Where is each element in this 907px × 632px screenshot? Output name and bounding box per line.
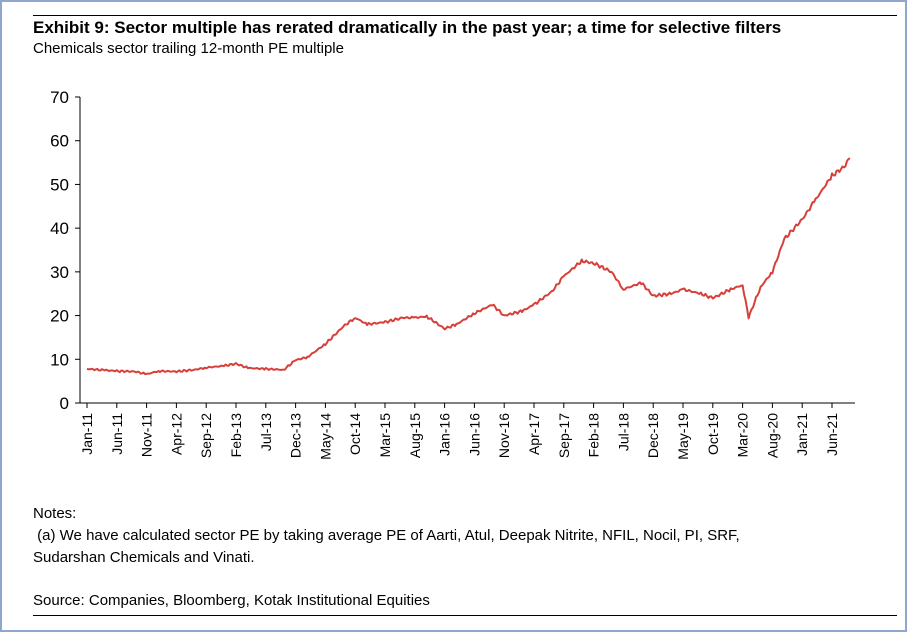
x-tick-label: May-14 xyxy=(317,413,333,460)
x-tick-label: Sep-17 xyxy=(556,413,572,458)
exhibit-subtitle: Chemicals sector trailing 12-month PE mu… xyxy=(33,40,344,57)
x-tick-label: Dec-13 xyxy=(288,413,304,458)
y-tick-label: 0 xyxy=(60,394,69,413)
pe-series-line xyxy=(86,157,851,376)
x-tick-label: Aug-20 xyxy=(764,413,780,458)
x-tick-label: Mar-15 xyxy=(377,413,393,458)
y-tick-label: 40 xyxy=(50,219,69,238)
x-tick-label: Oct-19 xyxy=(705,413,721,455)
x-tick-label: Feb-13 xyxy=(228,413,244,458)
x-tick-label: Sep-12 xyxy=(198,413,214,458)
notes-line-1: (a) We have calculated sector PE by taki… xyxy=(33,527,740,544)
source-note: Source: Companies, Bloomberg, Kotak Inst… xyxy=(33,592,430,609)
x-axis: Jan-11 Jun-11 Nov-11 Apr-12 Sep-12 Feb-13 Jul-… xyxy=(79,402,855,460)
y-tick-label: 70 xyxy=(50,88,69,107)
y-tick-label: 60 xyxy=(50,132,69,151)
bottom-rule xyxy=(33,615,897,616)
y-tick-label: 10 xyxy=(50,350,69,369)
x-tick-label: Jun-16 xyxy=(466,413,482,456)
y-tick-label: 50 xyxy=(50,175,69,194)
x-tick-label: Nov-11 xyxy=(139,413,155,457)
plot-area xyxy=(86,157,851,376)
x-tick-label: May-19 xyxy=(675,413,691,460)
exhibit-title: Exhibit 9: Sector multiple has rerated d… xyxy=(33,18,782,37)
x-tick-label: Jan-11 xyxy=(79,413,95,455)
x-tick-label: Jun-21 xyxy=(824,413,840,456)
notes-heading: Notes: xyxy=(33,505,77,522)
y-tick-label: 20 xyxy=(50,307,69,326)
x-tick-label: Dec-18 xyxy=(645,413,661,458)
y-axis: 0 10 20 30 40 50 60 70 xyxy=(50,88,81,413)
x-tick-label: Apr-12 xyxy=(168,413,184,455)
x-tick-label: Jul-13 xyxy=(258,413,274,451)
x-tick-label: Oct-14 xyxy=(347,413,363,455)
x-tick-label: Jul-18 xyxy=(615,413,631,451)
x-tick-label: Aug-15 xyxy=(407,413,423,458)
x-tick-label: Feb-18 xyxy=(586,413,602,458)
x-tick-label: Apr-17 xyxy=(526,413,542,455)
notes: Notes: (a) We have calculated sector PE … xyxy=(33,503,873,569)
pe-line-chart: 0 10 20 30 40 50 60 70 Jan-11 Jun-11 Nov-11 Apr-12… xyxy=(50,88,855,460)
y-tick-label: 30 xyxy=(50,263,69,282)
top-rule xyxy=(33,15,897,16)
notes-line-2: Sudarshan Chemicals and Vinati. xyxy=(33,549,255,566)
x-tick-label: Jun-11 xyxy=(109,413,125,455)
x-tick-label: Jan-16 xyxy=(437,413,453,456)
x-tick-label: Nov-16 xyxy=(496,413,512,458)
x-tick-label: Jan-21 xyxy=(794,413,810,456)
x-tick-label: Mar-20 xyxy=(735,413,751,458)
